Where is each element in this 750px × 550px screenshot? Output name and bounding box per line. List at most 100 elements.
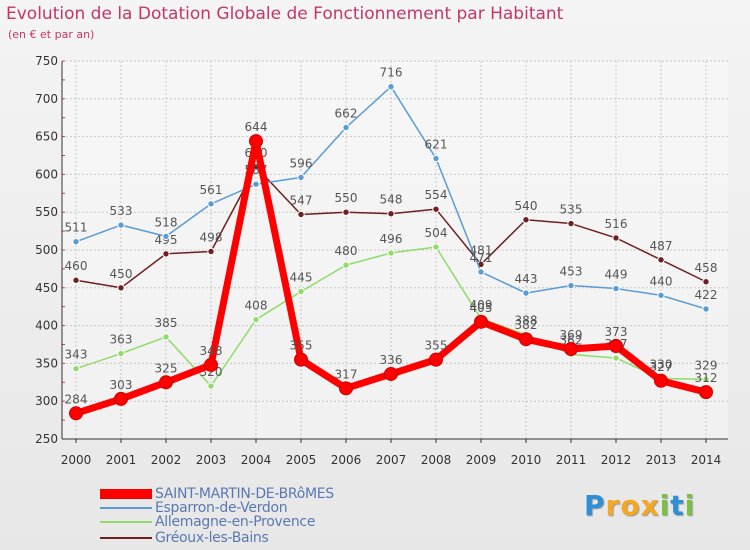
data-point (295, 353, 308, 366)
logo-letter: i (660, 489, 671, 522)
x-tick-label: 2008 (421, 453, 452, 467)
data-point (343, 209, 349, 215)
data-point (163, 334, 169, 340)
data-point (388, 250, 394, 256)
data-point (163, 251, 169, 257)
data-label: 373 (605, 325, 628, 339)
data-label: 487 (650, 239, 673, 253)
data-label: 535 (560, 203, 583, 217)
data-point (523, 290, 529, 296)
data-point (613, 285, 619, 291)
data-point (250, 135, 263, 148)
data-point (520, 333, 533, 346)
data-label: 662 (335, 107, 358, 121)
data-label: 440 (650, 274, 673, 288)
data-label: 547 (290, 193, 313, 207)
data-label: 540 (515, 199, 538, 213)
data-point (208, 383, 214, 389)
logo-letter: r (606, 489, 621, 522)
data-label: 480 (335, 244, 358, 258)
y-tick-label: 400 (35, 319, 58, 333)
data-point (613, 355, 619, 361)
data-point (298, 174, 304, 180)
data-label: 471 (470, 251, 493, 265)
y-tick-label: 250 (35, 432, 58, 446)
logo-letter: t (670, 489, 684, 522)
data-point (205, 358, 218, 371)
data-label: 355 (290, 339, 313, 353)
data-point (163, 233, 169, 239)
legend-item-allemagne: Allemagne-en-Provence (100, 514, 315, 530)
data-label: 385 (155, 316, 178, 330)
x-tick-label: 2006 (331, 453, 362, 467)
data-label: 550 (335, 191, 358, 205)
data-point (523, 217, 529, 223)
x-tick-label: 2013 (646, 453, 677, 467)
data-point (385, 367, 398, 380)
x-tick-label: 2003 (196, 453, 227, 467)
x-tick-label: 2007 (376, 453, 407, 467)
data-point (388, 211, 394, 217)
data-point (340, 382, 353, 395)
data-label: 511 (65, 221, 88, 235)
data-point (298, 288, 304, 294)
data-label: 317 (335, 367, 358, 381)
data-point (475, 315, 488, 328)
data-point (613, 235, 619, 241)
y-tick-label: 700 (35, 92, 58, 106)
data-label: 348 (200, 344, 223, 358)
legend-label-greoux: Gréoux-les-Bains (155, 530, 268, 546)
data-point (703, 306, 709, 312)
y-tick-label: 500 (35, 243, 58, 257)
data-point (565, 343, 578, 356)
data-label: 458 (695, 261, 718, 275)
line-chart: 2503003504004505005506006507007502000 200… (0, 0, 750, 550)
data-label: 443 (515, 272, 538, 286)
data-label: 363 (110, 333, 133, 347)
data-label: 518 (155, 215, 178, 229)
data-point (703, 279, 709, 285)
data-point (253, 181, 259, 187)
data-point (433, 244, 439, 250)
data-label: 325 (155, 361, 178, 375)
y-tick-label: 750 (35, 54, 58, 68)
data-label: 343 (65, 348, 88, 362)
data-label: 716 (380, 66, 403, 80)
data-point (658, 292, 664, 298)
legend-swatch-allemagne (100, 521, 152, 523)
data-label: 496 (380, 232, 403, 246)
data-point (343, 124, 349, 130)
data-point (160, 376, 173, 389)
proxiti-logo: Proxiti (584, 489, 695, 522)
x-tick-label: 2005 (286, 453, 317, 467)
data-label: 408 (245, 299, 268, 313)
data-point (73, 277, 79, 283)
data-label: 644 (245, 120, 268, 134)
y-tick-label: 450 (35, 281, 58, 295)
logo-letter: i (685, 489, 696, 522)
data-point (478, 269, 484, 275)
legend-swatch-greoux (100, 537, 152, 539)
data-label: 327 (650, 360, 673, 374)
x-tick-label: 2000 (61, 453, 92, 467)
data-point (388, 84, 394, 90)
data-point (433, 155, 439, 161)
logo-letter: P (584, 489, 606, 522)
x-tick-label: 2010 (511, 453, 542, 467)
data-point (118, 222, 124, 228)
data-point (433, 206, 439, 212)
data-point (568, 282, 574, 288)
y-tick-label: 600 (35, 167, 58, 181)
logo-letter: x (641, 489, 660, 522)
x-tick-label: 2004 (241, 453, 272, 467)
data-label: 596 (290, 156, 313, 170)
legend-swatch-esparron (100, 507, 152, 509)
data-label: 449 (605, 268, 628, 282)
y-tick-label: 650 (35, 130, 58, 144)
data-point (115, 392, 128, 405)
x-tick-label: 2012 (601, 453, 632, 467)
data-point (430, 353, 443, 366)
data-point (73, 365, 79, 371)
data-point (208, 248, 214, 254)
x-tick-label: 2009 (466, 453, 497, 467)
